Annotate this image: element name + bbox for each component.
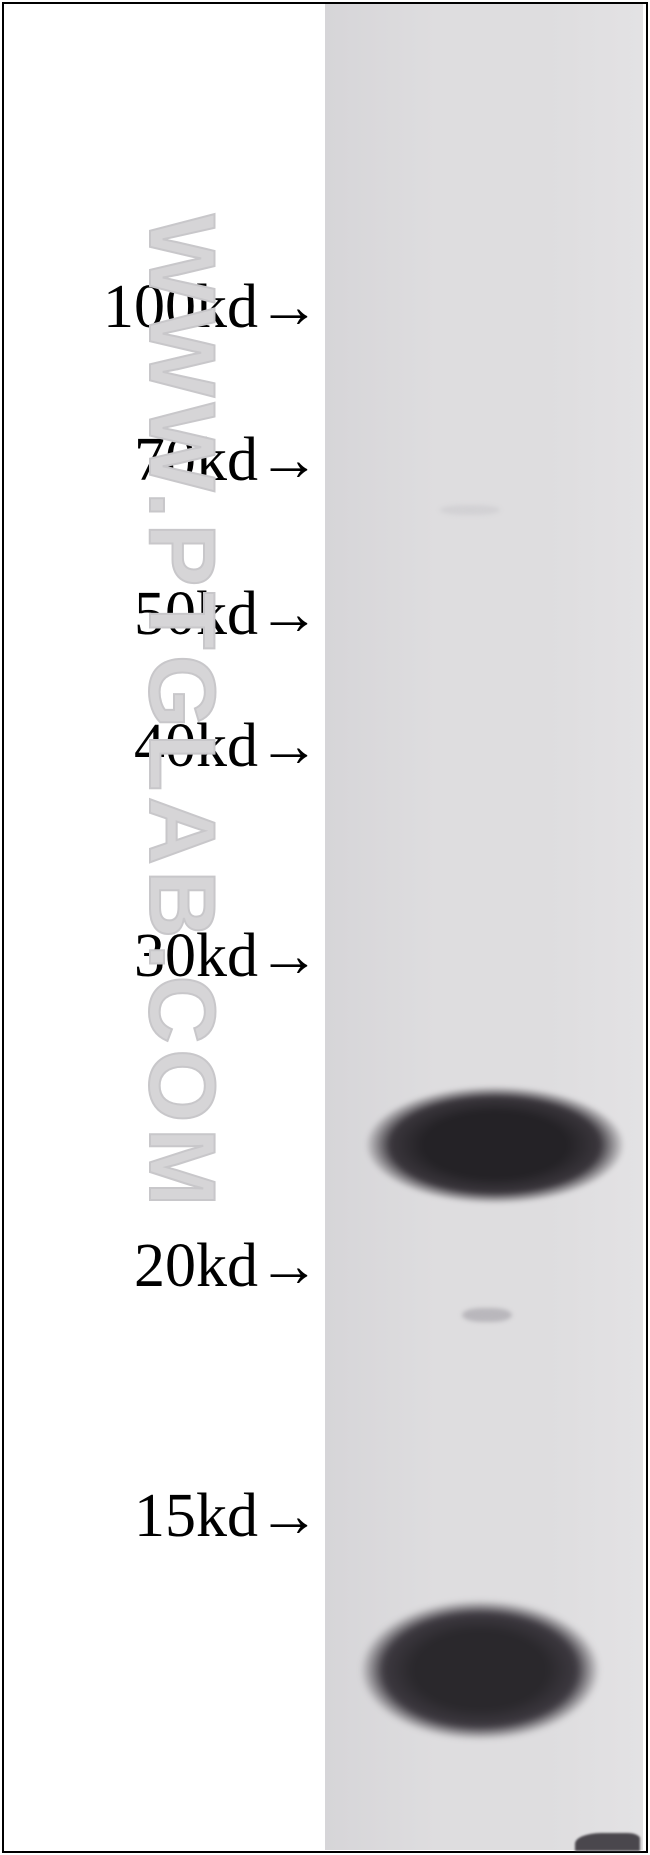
gel-lane (325, 4, 643, 1850)
mw-marker-label: 20kd→ (134, 1231, 320, 1302)
mw-marker-label: 70kd→ (134, 425, 320, 496)
mw-marker-label: 15kd→ (134, 1481, 320, 1552)
protein-band (360, 1600, 600, 1740)
mw-marker-label: 100kd→ (103, 272, 320, 343)
mw-marker-label: 50kd→ (134, 579, 320, 650)
mw-marker-label: 40kd→ (134, 711, 320, 782)
protein-band (365, 1086, 625, 1204)
mw-marker-label: 30kd→ (134, 921, 320, 992)
